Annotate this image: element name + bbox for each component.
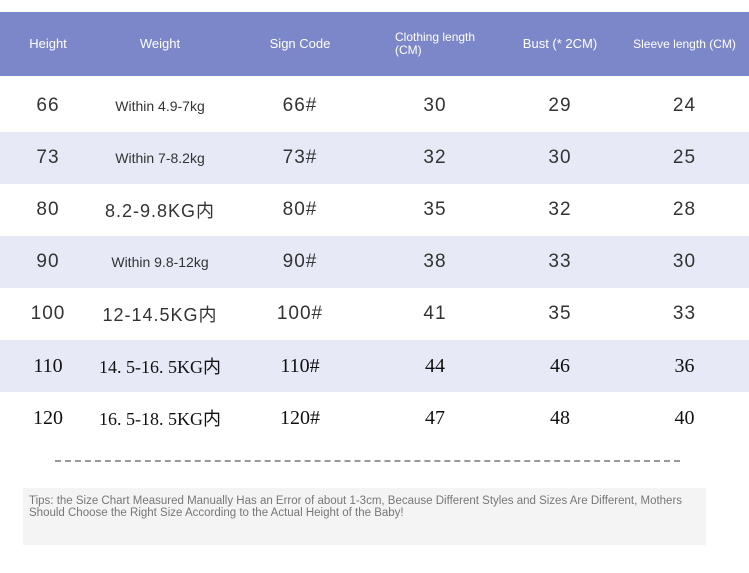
column-header: Sign Code: [269, 36, 331, 52]
table-cell: 100: [30, 303, 66, 324]
table-cell: 73#: [282, 147, 318, 168]
table-cell: Within 7-8.2kg: [115, 150, 205, 166]
table-cell: 29: [548, 95, 572, 116]
column-header: Weight: [139, 36, 181, 52]
table-cell: 32: [423, 147, 447, 168]
table-cell: 80#: [282, 199, 318, 220]
table-cell: 14. 5-16. 5KG内: [99, 357, 221, 377]
table-cell: 8.2-9.8KG内: [104, 201, 216, 221]
column-header: Sleeve length (CM): [633, 36, 736, 51]
column-header: Height: [29, 36, 67, 52]
table-cell: 24: [672, 95, 697, 116]
table-cell: 30: [672, 251, 697, 272]
table-cell: 66: [36, 95, 60, 116]
table-cell: 90#: [282, 251, 318, 272]
table-cell: 90: [36, 251, 60, 272]
table-cell: 120#: [280, 406, 320, 429]
table-row: 110 14. 5-16. 5KG内 110# 44 46 36: [0, 340, 749, 392]
table-cell: 30: [423, 95, 447, 116]
table-cell: 33: [548, 251, 572, 272]
table-row: 80 8.2-9.8KG内 80# 35 32 28: [0, 184, 749, 236]
table-cell: 44: [425, 354, 445, 377]
table-cell: 32: [548, 199, 572, 220]
table-cell: 38: [423, 251, 447, 272]
table-cell: 12-14.5KG内: [102, 305, 218, 325]
table-cell: 36: [674, 354, 695, 377]
table-cell: 110: [33, 354, 63, 377]
table-cell: 30: [548, 147, 572, 168]
header-band: [0, 12, 749, 76]
table-cell: Within 4.9-7kg: [115, 98, 205, 114]
table-row: 100 12-14.5KG内 100# 41 35 33: [0, 288, 749, 340]
column-header: Bust (* 2CM): [522, 36, 598, 52]
table-cell: 35: [548, 303, 572, 324]
table-cell: 47: [425, 406, 445, 429]
table-row: 73 Within 7-8.2kg 73# 32 30 25: [0, 132, 749, 184]
table-cell: 40: [674, 406, 695, 429]
table-cell: 48: [550, 406, 570, 429]
table-cell: 100#: [276, 303, 324, 324]
table-cell: 110#: [280, 354, 320, 377]
table-cell: 46: [550, 354, 570, 377]
column-header: Clothing length (CM): [395, 30, 476, 57]
table-row: 66 Within 4.9-7kg 66# 30 29 24: [0, 80, 749, 132]
table-cell: 73: [36, 147, 60, 168]
table-cell: 33: [672, 303, 697, 324]
table-cell: 28: [672, 199, 697, 220]
table-cell: 35: [423, 199, 447, 220]
table-cell: 66#: [282, 95, 318, 116]
table-cell: 80: [36, 199, 60, 220]
table-cell: 25: [672, 147, 697, 168]
table-cell: 120: [33, 406, 63, 429]
table-cell: 16. 5-18. 5KG内: [99, 409, 221, 429]
tips: Tips: the Size Chart Measured Manually H…: [23, 488, 706, 545]
table-row: 120 16. 5-18. 5KG内 120# 47 48 40: [0, 392, 749, 444]
table-cell: Within 9.8-12kg: [111, 254, 209, 270]
table-row: 90 Within 9.8-12kg 90# 38 33 30: [0, 236, 749, 288]
table-cell: 41: [423, 303, 447, 324]
divider: [55, 460, 680, 462]
